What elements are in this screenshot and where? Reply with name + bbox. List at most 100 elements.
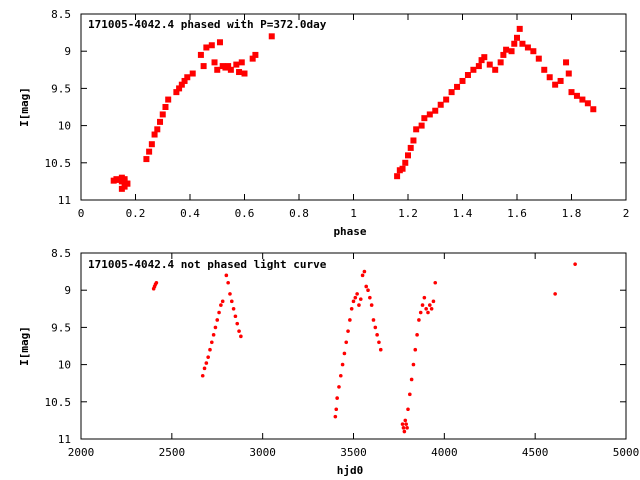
data-point	[358, 297, 363, 301]
x-tick-label: 0.8	[289, 207, 309, 220]
data-point	[565, 70, 572, 77]
data-point	[405, 152, 411, 159]
data-point	[233, 314, 238, 319]
data-point	[418, 310, 423, 315]
data-point	[202, 366, 207, 371]
data-point	[503, 46, 510, 53]
data-points	[151, 262, 577, 434]
data-point	[226, 280, 230, 285]
data-point	[238, 59, 245, 66]
data-point	[514, 34, 520, 41]
data-point	[208, 347, 212, 352]
data-point	[224, 273, 229, 278]
data-point	[355, 292, 359, 296]
data-point	[151, 131, 158, 138]
data-point	[268, 33, 275, 40]
data-point	[492, 66, 499, 73]
data-point	[349, 307, 354, 311]
data-point	[511, 40, 518, 47]
data-point	[408, 392, 412, 397]
x-tick-label: 1.4	[453, 207, 473, 220]
x-tick-label: 2500	[159, 446, 186, 459]
data-point	[403, 418, 408, 423]
y-tick-label: 10	[58, 359, 71, 372]
data-point	[241, 70, 248, 77]
data-point	[486, 61, 493, 68]
data-point	[415, 333, 419, 337]
data-point	[418, 122, 425, 129]
data-point	[411, 362, 416, 367]
x-axis-label: hjd0	[337, 464, 364, 477]
y-tick-label: 9	[64, 45, 71, 58]
data-point	[470, 66, 477, 73]
chart-title: 171005-4042.4 phased with P=372.0day	[88, 18, 327, 31]
x-tick-label: 1	[350, 207, 357, 220]
data-point	[162, 104, 169, 110]
y-tick-label: 11	[58, 433, 71, 446]
data-point	[204, 361, 209, 365]
y-axis-label: I[mag]	[18, 87, 31, 127]
data-point	[573, 92, 580, 99]
data-point	[362, 269, 367, 274]
data-point	[410, 137, 417, 144]
axis-ticks: 0 0.2 0.4 0.6 0.8 1 1.2 1.4 1.6 1.8 2 8.5 9 9.5 10 10.5…	[45, 8, 630, 220]
data-point	[360, 273, 365, 278]
phased-light-curve-panel: 0 0.2 0.4 0.6 0.8 1 1.2 1.4 1.6 1.8 2 8.5 9 9.5 10 10.5…	[18, 8, 629, 238]
data-point	[217, 310, 221, 315]
data-point	[437, 101, 444, 108]
data-point	[481, 54, 488, 61]
data-point	[424, 307, 428, 311]
data-point	[143, 156, 150, 163]
data-point	[124, 180, 131, 187]
data-point	[337, 385, 341, 389]
data-point	[208, 42, 215, 49]
data-point	[219, 303, 223, 307]
y-axis-label: I[mag]	[18, 326, 31, 366]
data-point	[557, 77, 564, 84]
data-point	[210, 340, 214, 345]
data-point	[206, 355, 210, 359]
y-tick-label: 8.5	[51, 247, 71, 260]
data-point	[235, 321, 240, 326]
data-point	[346, 329, 350, 333]
data-point	[200, 63, 207, 70]
data-point	[252, 51, 259, 58]
data-point	[118, 174, 125, 181]
y-tick-label: 11	[58, 194, 71, 207]
data-point	[146, 148, 153, 155]
data-point	[203, 44, 210, 51]
data-point	[413, 126, 420, 133]
data-point	[541, 66, 548, 73]
data-point	[353, 295, 358, 300]
x-tick-label: 3500	[340, 446, 367, 459]
data-point	[154, 126, 161, 133]
data-point	[364, 284, 369, 289]
data-point	[500, 51, 507, 58]
data-point	[197, 51, 204, 58]
axis-ticks: 2000 2500 3000 3500 4000 4500 5000 8.5 9 9.5 10 10.…	[45, 247, 640, 459]
data-point	[200, 373, 205, 378]
data-point	[590, 106, 597, 113]
x-tick-label: 0.6	[235, 207, 255, 220]
data-point	[366, 288, 370, 293]
x-tick-label: 1.2	[398, 207, 418, 220]
x-tick-label: 5000	[613, 446, 640, 459]
data-point	[334, 407, 339, 412]
data-point	[568, 89, 575, 96]
data-point	[546, 74, 553, 81]
data-point	[421, 115, 428, 122]
data-point	[348, 318, 352, 322]
data-point	[165, 96, 172, 103]
data-point	[431, 299, 436, 304]
data-point	[508, 48, 515, 55]
data-point	[227, 66, 234, 73]
data-point	[394, 173, 401, 180]
x-tick-label: 3000	[249, 446, 276, 459]
unphased-light-curve-panel: 2000 2500 3000 3500 4000 4500 5000 8.5 9 9.5 10 10.…	[18, 247, 639, 477]
data-point	[148, 141, 155, 148]
data-point	[373, 325, 378, 330]
data-point	[422, 295, 427, 300]
data-point	[405, 426, 409, 430]
data-point	[428, 303, 432, 307]
